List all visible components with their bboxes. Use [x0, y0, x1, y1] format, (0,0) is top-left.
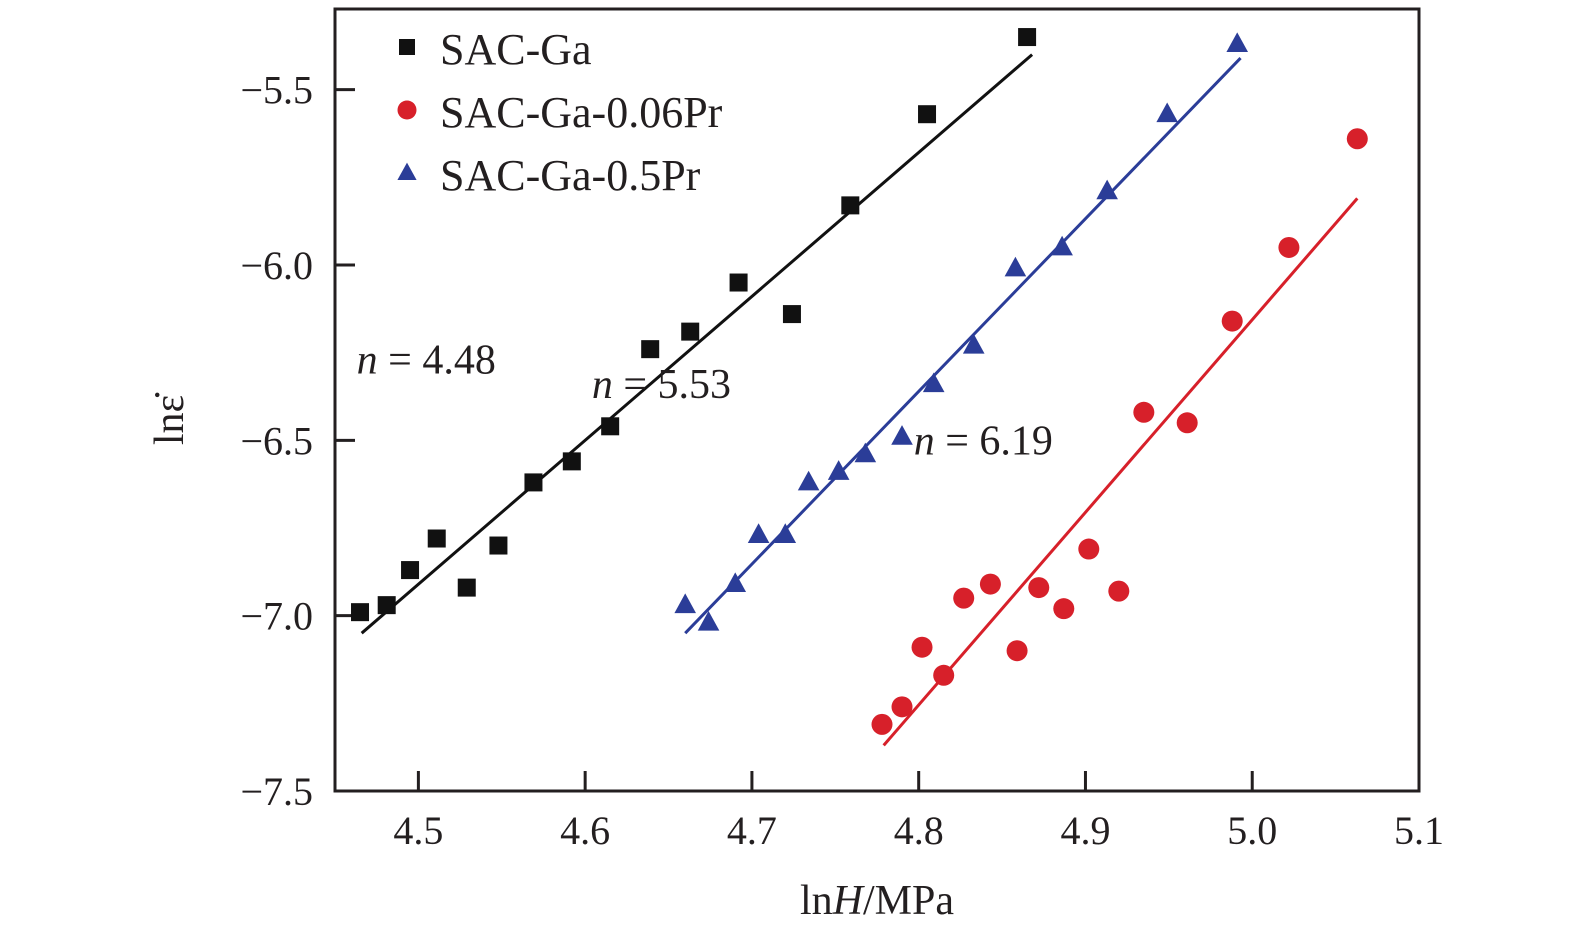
- data-point-triangle: [797, 470, 820, 491]
- data-point-circle: [1176, 412, 1198, 434]
- data-point-circle: [1053, 598, 1075, 620]
- data-point-circle: [1006, 640, 1028, 662]
- fit-line: [882, 197, 1359, 747]
- data-point-square: [457, 578, 476, 597]
- x-tick-label: 4.9: [1060, 808, 1110, 853]
- data-point-square: [641, 340, 660, 359]
- data-point-triangle: [922, 372, 945, 393]
- legend: SAC-Ga SAC-Ga-0.06Pr SAC-Ga-0.5Pr: [397, 25, 723, 200]
- y-axis-title: lnε̇: [147, 392, 193, 445]
- slope-annotations: n = 4.48n = 5.53n = 6.19: [357, 338, 1053, 465]
- legend-label: SAC-Ga-0.5Pr: [440, 151, 701, 200]
- annotation-n-symbol: n: [357, 338, 378, 384]
- data-point-square: [524, 473, 543, 492]
- legend-label: SAC-Ga: [440, 25, 592, 74]
- x-tick-label: 4.7: [727, 808, 777, 853]
- legend-marker-triangle: [397, 162, 417, 181]
- data-point-square: [681, 322, 700, 341]
- data-point-triangle: [747, 523, 770, 543]
- x-tick-label: 4.5: [393, 808, 443, 853]
- data-point-triangle: [1004, 256, 1027, 277]
- annotation-value: = 6.19: [935, 418, 1053, 464]
- legend-marker-square: [399, 39, 415, 55]
- data-point-triangle: [1051, 235, 1073, 256]
- data-point-triangle: [774, 523, 797, 543]
- data-point-square: [377, 596, 396, 615]
- y-axis-ticks: −5.5 −6.0 −6.5 −7.0 −7.5: [240, 68, 355, 814]
- data-point-square: [1018, 28, 1037, 47]
- data-point-circle: [871, 713, 893, 735]
- data-point-triangle: [962, 333, 985, 354]
- fit-line: [360, 53, 1034, 635]
- data-points: [351, 28, 1368, 735]
- x-tick-label: 5.1: [1394, 808, 1444, 853]
- data-point-circle: [1108, 580, 1130, 602]
- slope-annotation: n = 6.19: [914, 418, 1053, 464]
- data-point-circle: [953, 587, 975, 609]
- data-point-triangle: [891, 425, 913, 445]
- data-point-square: [562, 452, 581, 471]
- data-point-square: [427, 529, 446, 548]
- y-tick-label: −6.0: [240, 243, 313, 288]
- data-point-square: [918, 105, 937, 124]
- data-point-triangle: [724, 572, 747, 593]
- fit-line: [684, 57, 1242, 635]
- data-point-circle: [891, 696, 913, 718]
- data-point-triangle: [854, 442, 877, 463]
- slope-annotation: n = 4.48: [357, 338, 496, 384]
- x-tick-label: 4.8: [894, 808, 944, 853]
- data-point-circle: [1346, 128, 1368, 150]
- slope-annotation: n = 5.53: [592, 362, 731, 408]
- data-point-triangle: [1156, 102, 1178, 123]
- data-point-square: [729, 273, 748, 292]
- data-point-circle: [979, 573, 1001, 595]
- data-point-triangle: [674, 593, 697, 614]
- y-tick-label: −6.5: [240, 418, 313, 463]
- y-tick-label: −5.5: [240, 68, 313, 113]
- x-axis-ticks: 4.5 4.6 4.7 4.8 4.9 5.0 5.1: [393, 771, 1444, 853]
- data-point-square: [782, 305, 801, 324]
- data-point-triangle: [1226, 32, 1249, 53]
- data-point-triangle: [827, 460, 850, 480]
- data-point-square: [351, 603, 370, 622]
- data-point-square: [401, 561, 420, 580]
- annotation-n-symbol: n: [914, 418, 935, 464]
- data-point-circle: [1278, 236, 1300, 258]
- y-tick-label: −7.0: [240, 594, 313, 639]
- data-point-circle: [1078, 538, 1100, 560]
- data-point-square: [841, 196, 860, 215]
- data-point-circle: [1221, 310, 1243, 332]
- x-tick-label: 5.0: [1227, 808, 1277, 853]
- annotation-value: = 4.48: [378, 338, 496, 384]
- data-point-square: [489, 536, 508, 555]
- data-point-triangle: [1096, 179, 1118, 200]
- data-point-circle: [933, 664, 955, 686]
- data-point-square: [601, 417, 620, 436]
- plot-frame: [333, 7, 1421, 793]
- data-point-circle: [1133, 401, 1155, 423]
- x-axis-title: lnH/MPa: [800, 878, 954, 924]
- legend-label: SAC-Ga-0.06Pr: [440, 88, 723, 137]
- data-point-triangle: [697, 610, 720, 631]
- legend-marker-circle: [397, 100, 417, 120]
- annotation-value: = 5.53: [613, 362, 731, 408]
- x-tick-label: 4.6: [560, 808, 610, 853]
- data-point-circle: [1028, 577, 1050, 599]
- annotation-n-symbol: n: [592, 362, 613, 408]
- data-point-circle: [911, 636, 933, 658]
- y-tick-label: −7.5: [240, 769, 313, 814]
